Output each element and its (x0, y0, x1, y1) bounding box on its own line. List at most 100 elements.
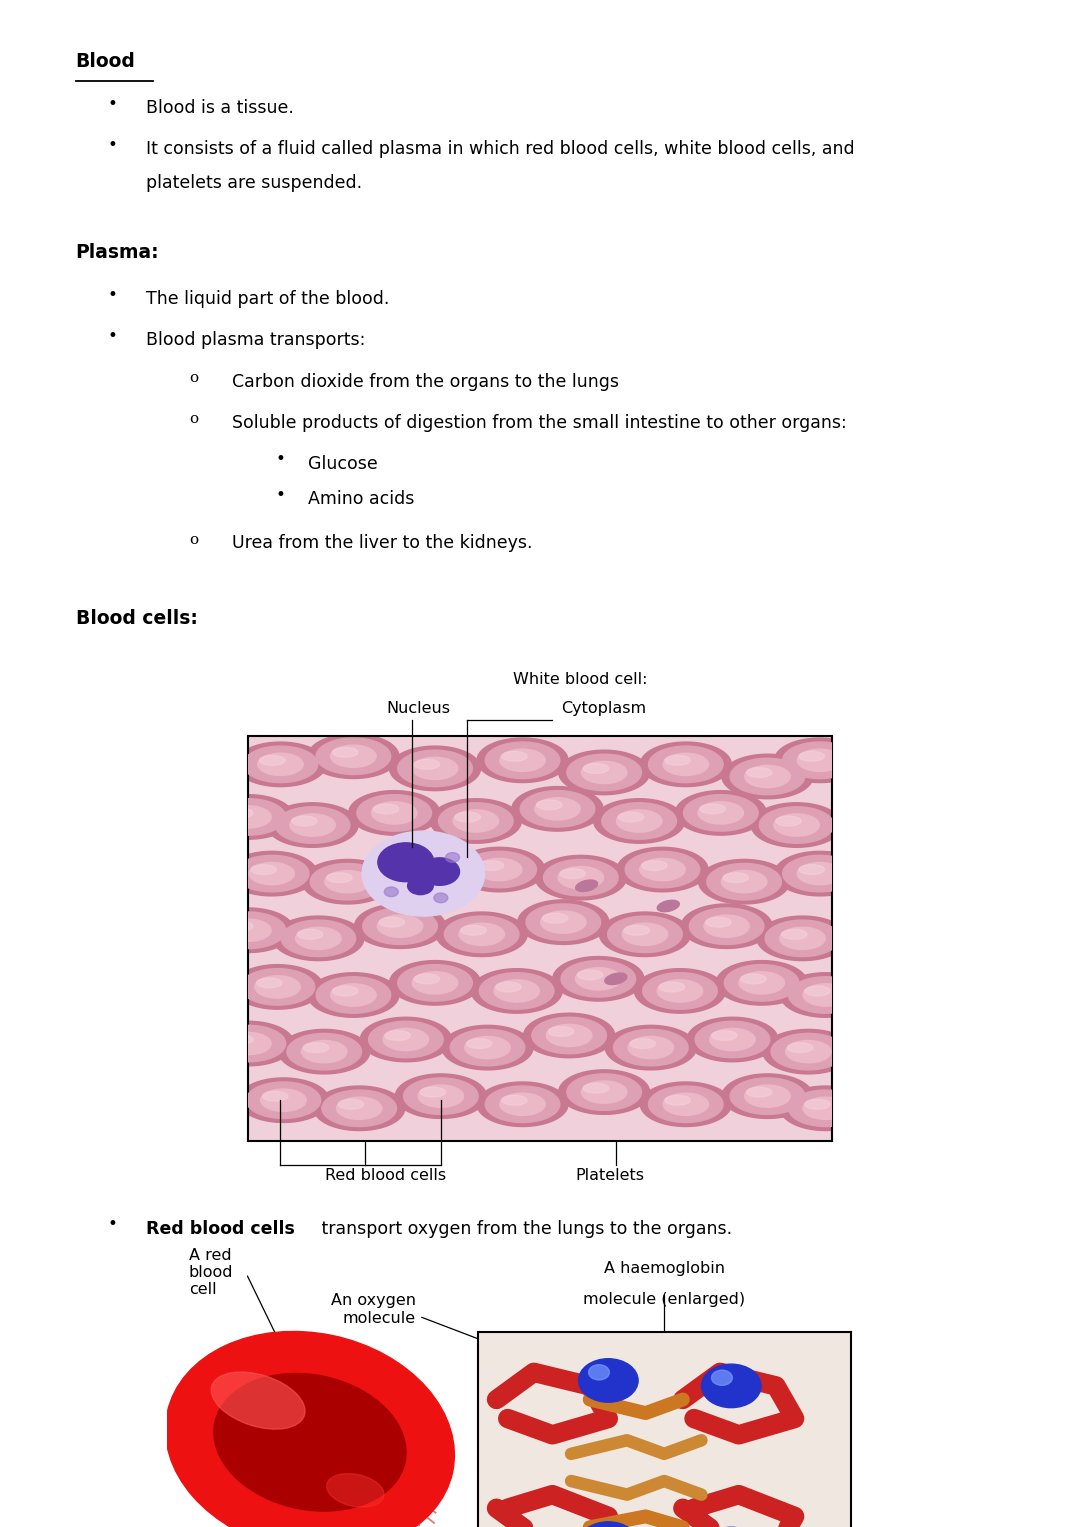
Polygon shape (643, 973, 717, 1009)
Polygon shape (476, 858, 522, 881)
Polygon shape (526, 904, 600, 941)
Polygon shape (444, 916, 519, 953)
Text: transport oxygen from the lungs to the organs.: transport oxygen from the lungs to the o… (316, 1220, 732, 1238)
Polygon shape (296, 927, 341, 950)
Text: Red blood cells: Red blood cells (325, 1168, 446, 1183)
Polygon shape (804, 1098, 849, 1119)
Polygon shape (605, 1025, 697, 1070)
Polygon shape (420, 1087, 445, 1096)
Polygon shape (542, 913, 568, 922)
Polygon shape (797, 750, 842, 771)
Polygon shape (436, 912, 527, 956)
Polygon shape (459, 924, 504, 945)
Text: White blood cell:: White blood cell: (513, 672, 648, 687)
Polygon shape (745, 1086, 791, 1107)
Polygon shape (303, 1043, 328, 1052)
Polygon shape (689, 909, 764, 945)
Text: An oxygen
molecule: An oxygen molecule (330, 1293, 416, 1325)
Polygon shape (759, 806, 834, 843)
Polygon shape (494, 980, 539, 1002)
Text: o: o (189, 533, 198, 547)
Polygon shape (675, 791, 767, 835)
Polygon shape (549, 1026, 573, 1037)
Polygon shape (721, 870, 767, 893)
Polygon shape (788, 1090, 863, 1127)
Text: Red blood cells: Red blood cells (146, 1220, 295, 1238)
Polygon shape (648, 1086, 724, 1122)
Polygon shape (383, 1028, 429, 1051)
Polygon shape (543, 860, 618, 896)
Polygon shape (746, 1087, 772, 1096)
Polygon shape (414, 974, 440, 983)
Polygon shape (259, 756, 285, 765)
Polygon shape (567, 1073, 642, 1110)
Polygon shape (338, 1099, 364, 1109)
Polygon shape (687, 1017, 778, 1061)
Polygon shape (553, 956, 644, 1002)
Polygon shape (467, 1038, 492, 1049)
Polygon shape (524, 1014, 615, 1058)
Polygon shape (624, 925, 649, 935)
Polygon shape (799, 864, 824, 875)
Circle shape (434, 893, 448, 902)
Polygon shape (799, 751, 824, 760)
Polygon shape (724, 873, 748, 883)
Polygon shape (716, 960, 807, 1005)
Polygon shape (249, 863, 295, 884)
Polygon shape (395, 1073, 486, 1118)
Text: •: • (275, 450, 285, 469)
Polygon shape (745, 765, 791, 788)
Text: Blood cells:: Blood cells: (76, 609, 198, 628)
Polygon shape (363, 909, 437, 945)
Polygon shape (313, 1086, 405, 1130)
Text: •: • (275, 486, 285, 504)
Polygon shape (211, 1025, 286, 1061)
Ellipse shape (165, 1332, 455, 1527)
Text: Urea from the liver to the kidneys.: Urea from the liver to the kidneys. (232, 534, 532, 553)
Polygon shape (226, 1032, 271, 1055)
Polygon shape (775, 815, 801, 826)
Polygon shape (354, 904, 446, 948)
Text: It consists of a fluid called plasma in which red blood cells, white blood cells: It consists of a fluid called plasma in … (146, 140, 854, 159)
Polygon shape (260, 1089, 306, 1112)
Polygon shape (333, 986, 357, 996)
Polygon shape (287, 1034, 362, 1070)
Polygon shape (659, 982, 685, 993)
Polygon shape (696, 1022, 770, 1058)
Polygon shape (390, 747, 481, 791)
Polygon shape (757, 916, 848, 960)
Polygon shape (663, 753, 708, 776)
Polygon shape (721, 754, 813, 799)
Text: •: • (108, 327, 118, 345)
Polygon shape (384, 1031, 410, 1040)
Polygon shape (602, 803, 676, 840)
Polygon shape (267, 803, 359, 847)
Polygon shape (478, 861, 503, 870)
Polygon shape (301, 1040, 347, 1063)
Polygon shape (228, 921, 253, 931)
Text: •: • (108, 136, 118, 154)
Polygon shape (356, 794, 432, 831)
Text: Amino acids: Amino acids (308, 490, 414, 508)
Polygon shape (730, 759, 805, 794)
Text: •: • (108, 286, 118, 304)
Polygon shape (780, 1086, 872, 1130)
Polygon shape (618, 812, 644, 822)
Polygon shape (326, 873, 352, 883)
Text: •: • (108, 1215, 118, 1234)
Polygon shape (211, 799, 286, 835)
Circle shape (420, 858, 459, 886)
Polygon shape (561, 960, 636, 997)
Polygon shape (531, 1017, 607, 1054)
Polygon shape (771, 1034, 846, 1070)
Polygon shape (642, 861, 667, 870)
Polygon shape (780, 973, 872, 1017)
Polygon shape (546, 1025, 592, 1046)
Polygon shape (501, 1095, 527, 1106)
Polygon shape (782, 930, 807, 939)
Polygon shape (634, 968, 726, 1014)
Polygon shape (333, 747, 357, 757)
Polygon shape (292, 815, 318, 826)
Polygon shape (454, 809, 499, 832)
Polygon shape (665, 1095, 690, 1106)
